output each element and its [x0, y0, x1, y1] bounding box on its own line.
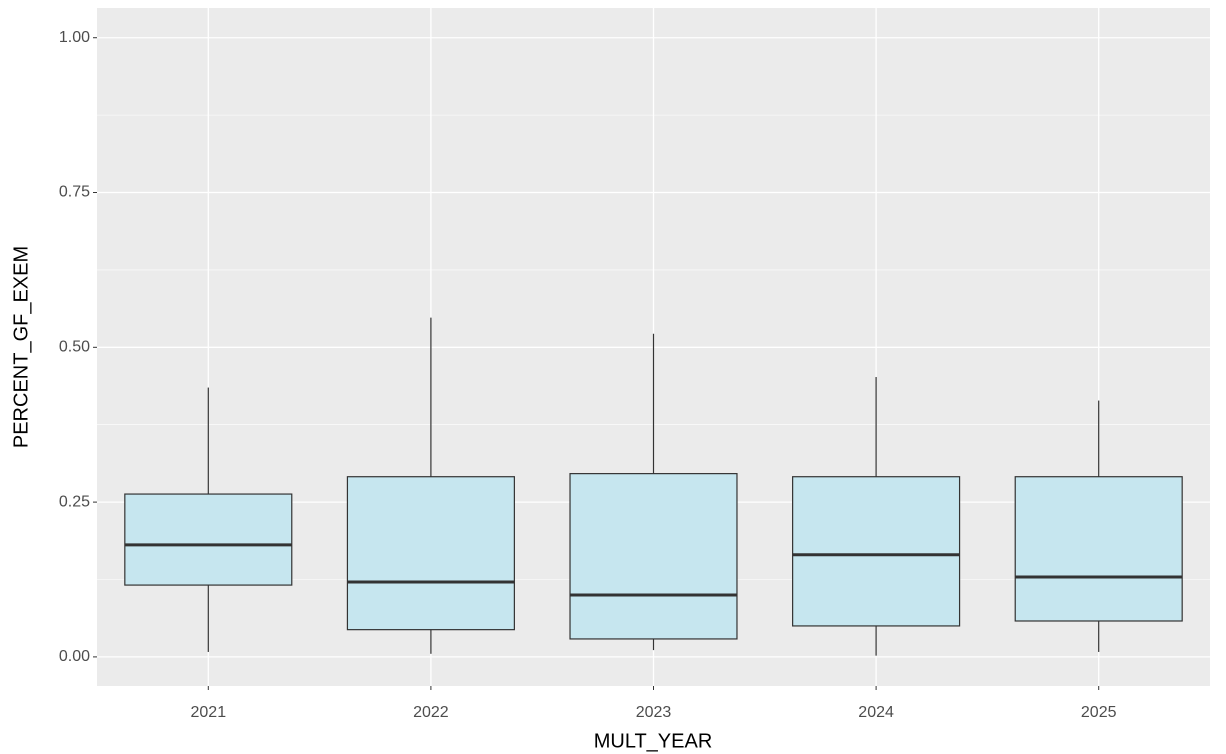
box: [1014, 476, 1183, 622]
y-tick-label: 0.00: [59, 648, 90, 665]
box: [346, 476, 515, 631]
y-tick-label: 1.00: [59, 29, 90, 46]
y-axis-title: PERCENT_GF_EXEM: [10, 246, 32, 448]
y-tick-label: 0.25: [59, 493, 90, 510]
y-tick-label: 0.75: [59, 184, 90, 201]
x-tick-label: 2024: [858, 704, 894, 721]
x-tick-label: 2023: [636, 704, 672, 721]
x-tick-label: 2021: [191, 704, 227, 721]
box: [569, 473, 738, 640]
y-tick-label: 0.50: [59, 339, 90, 356]
x-axis-title: MULT_YEAR: [594, 730, 713, 752]
box: [124, 493, 293, 586]
box: [792, 476, 961, 627]
x-tick-label: 2025: [1081, 704, 1117, 721]
x-tick-label: 2022: [413, 704, 449, 721]
